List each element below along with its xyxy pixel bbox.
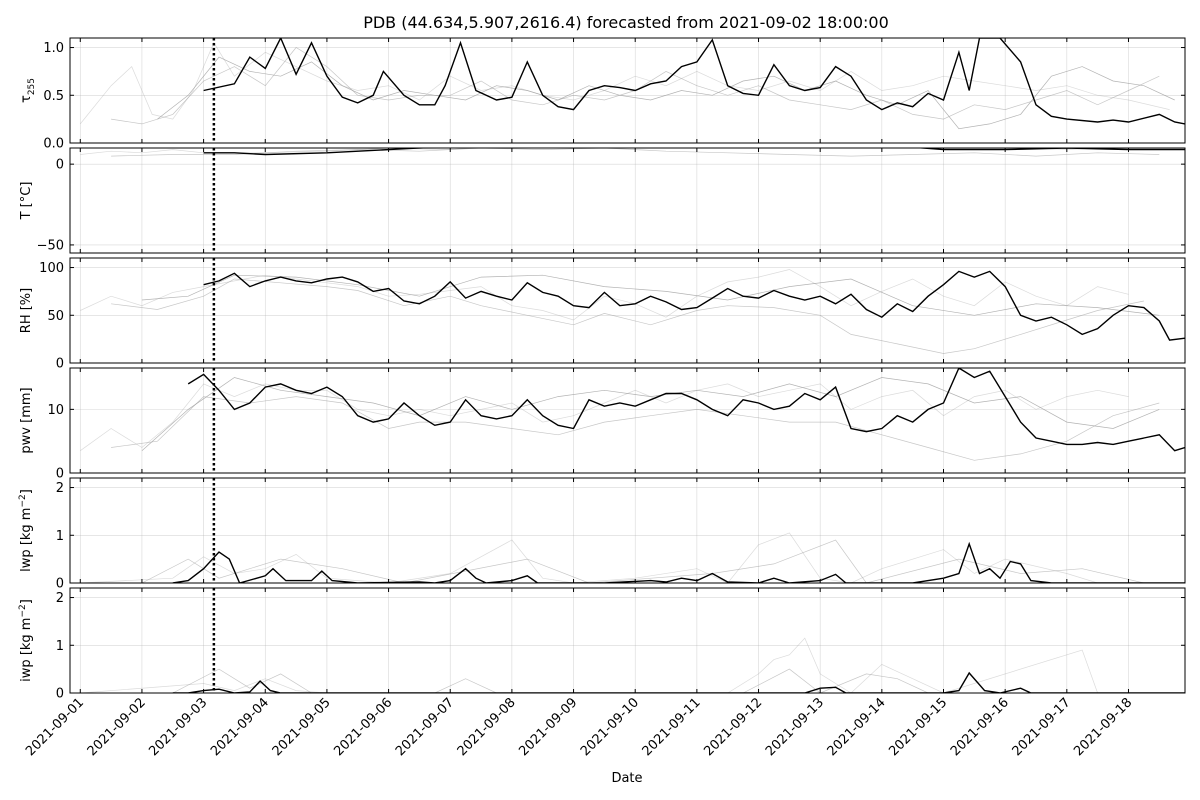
y-axis-label-iwp: iwp [kg m−2] — [18, 599, 34, 682]
y-tick-label: 0 — [56, 467, 64, 482]
series-line-ensemble-0 — [80, 637, 1185, 693]
panel-frame — [69, 587, 1186, 694]
x-tick-label: 2021-09-01 — [23, 695, 87, 759]
y-tick-label: 0 — [56, 158, 64, 173]
x-tick-label: 2021-09-16 — [948, 695, 1012, 759]
x-tick-label: 2021-09-15 — [886, 695, 950, 759]
x-axis: 2021-09-012021-09-022021-09-032021-09-04… — [23, 695, 1135, 759]
y-tick-label: 2 — [56, 481, 64, 496]
y-tick-label: 1 — [56, 529, 64, 544]
y-tick-label: 50 — [47, 309, 64, 324]
y-tick-label: 2 — [56, 591, 64, 606]
y-axis-label-rh: RH [%] — [19, 288, 34, 333]
series-line-ensemble-0 — [80, 42, 1170, 125]
x-tick-label: 2021-09-03 — [146, 695, 210, 759]
y-tick-label: 0.5 — [43, 89, 64, 104]
x-tick-label: 2021-09-10 — [578, 695, 642, 759]
panel-frame — [69, 37, 1186, 144]
x-tick-label: 2021-09-02 — [85, 695, 149, 759]
panel-pwv: 0 10 pwv [mm] — [19, 367, 1186, 482]
series-line-ensemble-0 — [80, 532, 1185, 583]
x-tick-label: 2021-09-09 — [516, 695, 580, 759]
series-group-iwp — [80, 637, 1185, 693]
series-line-main — [172, 671, 1185, 693]
x-tick-label: 2021-09-18 — [1071, 695, 1135, 759]
panel-iwp: 0 1 2 iwp [kg m−2] — [18, 587, 1186, 702]
series-group-tau — [80, 38, 1185, 130]
y-tick-label: 1 — [56, 639, 64, 654]
x-axis-label: Date — [611, 771, 642, 786]
x-tick-label: 2021-09-13 — [763, 695, 827, 759]
y-axis-label-pwv: pwv [mm] — [19, 387, 34, 453]
series-line-ensemble-1 — [172, 668, 1036, 693]
y-tick-label: 0 — [56, 577, 64, 592]
x-tick-label: 2021-09-14 — [825, 695, 889, 759]
series-line-ensemble-2 — [157, 56, 1175, 130]
panel-frame — [69, 147, 1186, 254]
x-tick-label: 2021-09-08 — [455, 695, 519, 759]
panel-frame — [69, 477, 1186, 584]
x-tick-label: 2021-09-05 — [270, 695, 334, 759]
series-line-ensemble-0 — [80, 148, 1105, 155]
x-tick-label: 2021-09-06 — [331, 695, 395, 759]
panel-lwp: 0 1 2 lwp [kg m−2] — [18, 477, 1186, 592]
panel-temp: 0 −50 T [°C] — [19, 147, 1186, 254]
series-line-ensemble-0 — [80, 269, 1129, 321]
series-group-rh — [80, 269, 1185, 354]
chart-title: PDB (44.634,5.907,2616.4) forecasted fro… — [363, 13, 889, 32]
y-tick-label: 0.0 — [43, 137, 64, 152]
panel-rh: 0 50 100 RH [%] — [19, 257, 1186, 372]
x-tick-label: 2021-09-04 — [208, 695, 272, 759]
series-line-main — [187, 368, 1185, 452]
series-line-ensemble-1 — [141, 539, 1144, 583]
y-tick-label: 0 — [56, 357, 64, 372]
y-axis-label-lwp: lwp [kg m−2] — [18, 489, 34, 572]
series-group-temp — [80, 148, 1185, 157]
y-tick-label: 1.0 — [43, 41, 64, 56]
series-line-ensemble-0 — [80, 383, 1129, 451]
x-tick-label: 2021-09-17 — [1010, 695, 1074, 759]
series-line-main — [172, 541, 1185, 583]
series-line-ensemble-2 — [141, 377, 1160, 451]
series-line-ensemble-1 — [111, 278, 1144, 354]
panel-frame — [69, 367, 1186, 474]
panel-frame — [69, 257, 1186, 364]
y-tick-label: 100 — [39, 261, 64, 276]
series-line-main — [203, 148, 1185, 156]
series-line-ensemble-2 — [141, 274, 1160, 316]
y-axis-label-tau: τ255 — [19, 78, 37, 103]
panel-tau: 0.0 0.5 1.0 τ255 — [19, 37, 1186, 152]
series-line-ensemble-1 — [111, 396, 1160, 461]
x-tick-label: 2021-09-11 — [640, 695, 704, 759]
series-group-pwv — [80, 368, 1185, 461]
y-tick-label: 10 — [47, 403, 64, 418]
y-axis-label-temp: T [°C] — [19, 182, 34, 221]
series-line-main — [203, 270, 1185, 341]
series-group-lwp — [80, 532, 1185, 583]
y-tick-label: −50 — [37, 238, 64, 253]
x-tick-label: 2021-09-12 — [701, 695, 765, 759]
y-tick-label: 0 — [56, 687, 64, 702]
series-line-main — [203, 38, 1185, 125]
x-tick-label: 2021-09-07 — [393, 695, 457, 759]
